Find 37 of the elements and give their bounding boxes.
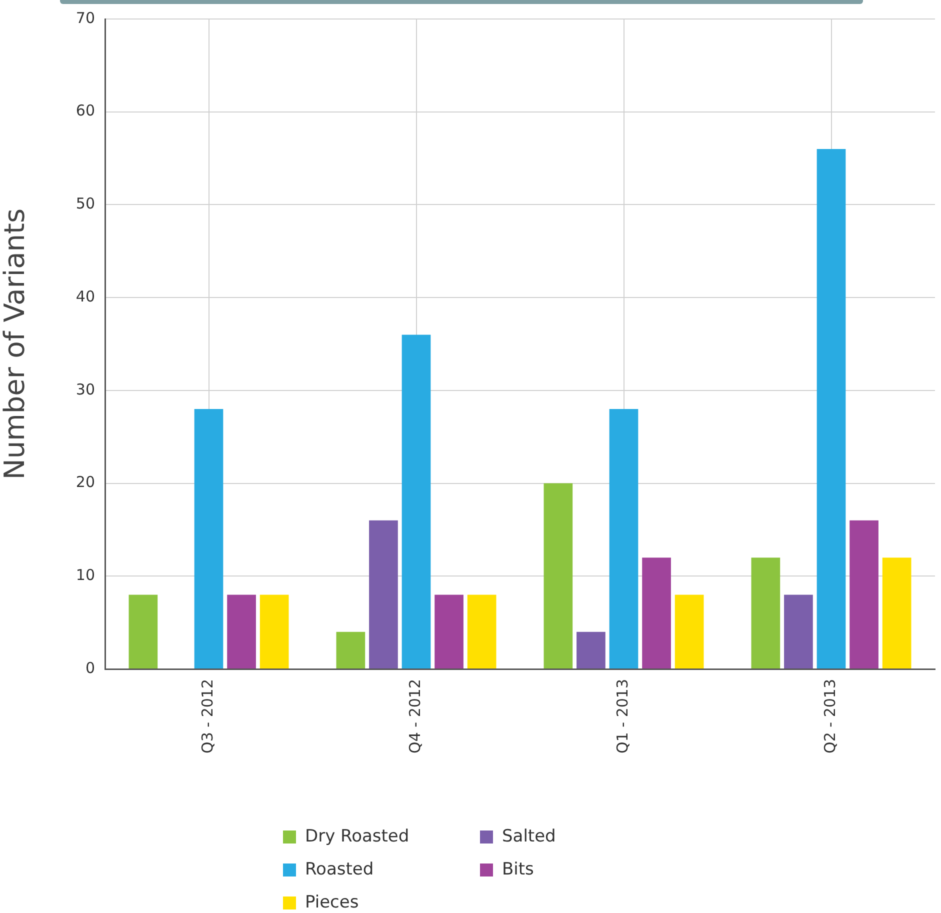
bar — [260, 594, 289, 668]
y-tick-label: 30 — [76, 380, 95, 398]
bar — [751, 558, 780, 668]
bar — [369, 520, 398, 668]
bar — [882, 558, 912, 668]
legend-label: Pieces — [305, 892, 359, 912]
bar — [850, 520, 878, 668]
bar — [467, 594, 496, 668]
bar — [336, 632, 366, 668]
legend-label: Dry Roasted — [305, 826, 410, 846]
bar — [609, 409, 638, 668]
bar — [642, 558, 671, 668]
bar — [544, 483, 573, 668]
bar — [816, 149, 846, 668]
bar — [227, 594, 256, 668]
x-tick-label: Q4 - 2012 — [406, 679, 424, 754]
y-tick-label: 60 — [76, 102, 95, 120]
y-tick-label: 40 — [76, 287, 95, 306]
y-tick-label: 50 — [76, 194, 95, 213]
bar — [576, 632, 606, 668]
bar — [674, 594, 704, 668]
x-tick-label: Q3 - 2012 — [198, 679, 217, 754]
x-tick-label: Q1 - 2013 — [614, 679, 632, 754]
y-tick-label: 0 — [85, 658, 95, 677]
legend-label: Salted — [502, 826, 556, 846]
bar — [784, 594, 813, 668]
y-tick-label: 20 — [76, 473, 95, 492]
bar — [128, 594, 158, 668]
bar — [194, 409, 224, 668]
y-tick-label: 70 — [76, 8, 95, 27]
bar — [402, 334, 431, 668]
y-tick-label: 10 — [76, 566, 95, 584]
y-axis-title: Number of Variants — [0, 208, 32, 480]
bar — [434, 594, 464, 668]
legend-label: Roasted — [305, 859, 374, 880]
legend-label: Bits — [502, 859, 534, 880]
x-tick-label: Q2 - 2013 — [821, 679, 840, 754]
